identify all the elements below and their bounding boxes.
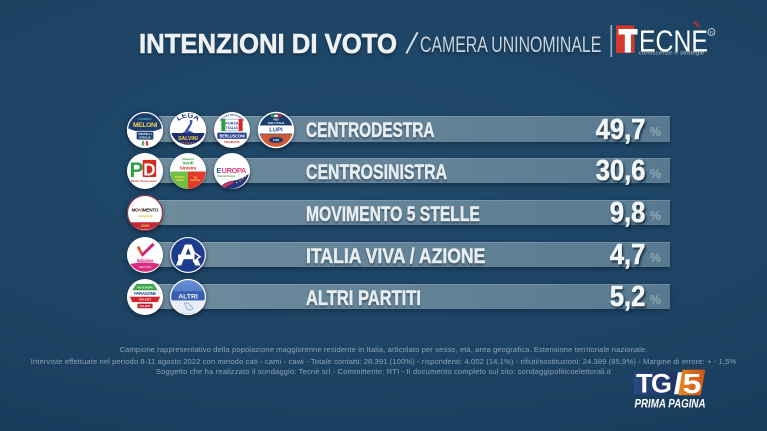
svg-text:NO EUROPA: NO EUROPA	[137, 285, 153, 289]
svg-text:ALTRI: ALTRI	[178, 294, 198, 301]
svg-text:Sinistra: Sinistra	[179, 166, 196, 171]
svg-text:CON L'ITALIA: CON L'ITALIA	[267, 120, 284, 124]
svg-text:MOVIMENTO: MOVIMENTO	[131, 208, 158, 213]
svg-text:SALVINI: SALVINI	[178, 135, 198, 141]
svg-text:Partito Democratico: Partito Democratico	[130, 180, 156, 184]
svg-text:★★★★★: ★★★★★	[137, 214, 153, 219]
svg-text:FORZA: FORZA	[225, 121, 238, 125]
svg-text:LUPI: LUPI	[269, 127, 283, 133]
svg-text:D: D	[143, 161, 155, 180]
svg-text:TG: TG	[636, 368, 671, 398]
svg-text:italiaviva: italiaviva	[136, 258, 153, 263]
svg-text:ECNE: ECNE	[639, 24, 708, 59]
svg-text:PRESIDENTE: PRESIDENTE	[224, 140, 240, 143]
svg-text:Verdi: Verdi	[182, 161, 193, 166]
svg-text:SI: SI	[193, 176, 196, 180]
svg-text:NOI: NOI	[273, 117, 278, 121]
svg-text:P: P	[129, 160, 143, 183]
svg-text:GIORGIA: GIORGIA	[138, 117, 152, 121]
svg-text:PARAGONE: PARAGONE	[134, 291, 156, 296]
svg-text:Alleanza: Alleanza	[181, 157, 194, 161]
svg-text:D'ITALIA: D'ITALIA	[139, 135, 150, 139]
svg-text:BERLUSCONI: BERLUSCONI	[219, 133, 244, 138]
svg-text:Radicali Italiani: Radicali Italiani	[217, 175, 235, 178]
svg-text:ITALIA: ITALIA	[226, 126, 238, 130]
svg-text:ITALEXIT: ITALEXIT	[138, 298, 150, 302]
svg-text:ITALIA VIVA: ITALIA VIVA	[138, 266, 151, 269]
svg-text:E: E	[216, 166, 221, 175]
svg-text:FRATELLI: FRATELLI	[138, 131, 151, 135]
svg-text:5: 5	[683, 368, 702, 399]
svg-text:UROPA: UROPA	[221, 166, 246, 175]
svg-text:ITALEXIT: ITALEXIT	[139, 305, 150, 308]
svg-text:VERDE: VERDE	[176, 180, 184, 182]
svg-text:R: R	[710, 30, 714, 36]
svg-text:MELONI: MELONI	[132, 122, 157, 129]
svg-text:2050: 2050	[140, 223, 150, 228]
svg-text:LEGA: LEGA	[174, 111, 201, 123]
svg-text:EUROPA: EUROPA	[175, 177, 185, 180]
svg-text:PREMIER: PREMIER	[180, 142, 195, 144]
svg-text:conoscenze e strategie: conoscenze e strategie	[639, 51, 705, 57]
svg-text:LUPI: LUPI	[272, 138, 278, 142]
svg-text:SINISTRA: SINISTRA	[190, 179, 200, 182]
svg-text:PRIMA PAGINA: PRIMA PAGINA	[635, 397, 706, 411]
